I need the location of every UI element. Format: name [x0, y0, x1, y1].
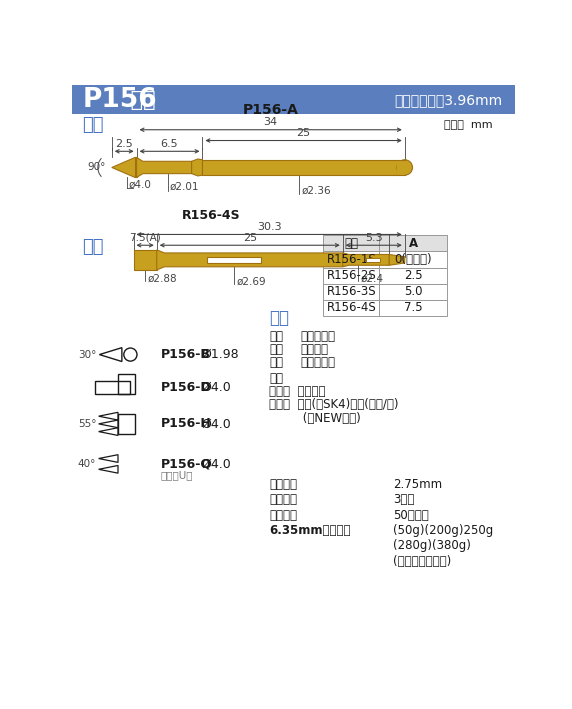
- Text: 90°: 90°: [87, 162, 106, 172]
- Bar: [202, 160, 397, 175]
- Text: 40°: 40°: [78, 459, 96, 469]
- Text: P156-Q: P156-Q: [161, 457, 212, 470]
- Text: P156-B: P156-B: [161, 348, 210, 361]
- Text: 6.35mm行程弹力: 6.35mm行程弹力: [269, 524, 351, 537]
- Text: 探针: 探针: [82, 116, 104, 134]
- Bar: [379, 252, 447, 267]
- Text: 黄锱管镀金: 黄锱管镀金: [300, 356, 335, 369]
- Text: 3安培: 3安培: [393, 493, 415, 506]
- Polygon shape: [390, 255, 405, 265]
- Text: 钒孔尺寸: 钒孔尺寸: [269, 478, 297, 491]
- Text: 材料: 材料: [269, 308, 289, 327]
- Text: (括号内为定制品): (括号内为定制品): [393, 554, 451, 568]
- Text: ø4.0: ø4.0: [129, 180, 152, 190]
- Text: 型号: 型号: [344, 237, 358, 250]
- Text: 额定电流: 额定电流: [269, 493, 297, 506]
- Text: 最小测试间距3.96mm: 最小测试间距3.96mm: [394, 93, 502, 107]
- Text: 进口料  钔锱(或SK4)镀镌(或金/钓): 进口料 钔锱(或SK4)镀镌(或金/钓): [269, 398, 399, 411]
- Text: R156-4S: R156-4S: [182, 209, 240, 222]
- Text: (50g)(200g)250g: (50g)(200g)250g: [393, 524, 494, 537]
- Bar: [323, 252, 379, 267]
- Text: 单位：  mm: 单位： mm: [444, 120, 492, 130]
- Text: R156-3S: R156-3S: [327, 285, 376, 298]
- Bar: [135, 157, 137, 177]
- Text: Ø1.98: Ø1.98: [201, 348, 239, 361]
- Text: 7.5(A): 7.5(A): [129, 233, 161, 243]
- Text: 30°: 30°: [78, 350, 96, 359]
- Text: 0(喇叭口): 0(喇叭口): [395, 253, 432, 266]
- Bar: [397, 160, 405, 175]
- Text: Ø4.0: Ø4.0: [201, 418, 231, 430]
- Bar: [323, 267, 379, 284]
- Bar: [366, 257, 380, 262]
- Text: 不锈镂线: 不锈镂线: [300, 343, 328, 356]
- Ellipse shape: [397, 160, 412, 175]
- Text: 5.3: 5.3: [365, 233, 383, 243]
- Text: ø2.88: ø2.88: [148, 274, 177, 284]
- Bar: [118, 414, 135, 434]
- Text: 2.75mm: 2.75mm: [393, 478, 442, 491]
- Text: 55°: 55°: [78, 419, 96, 429]
- Bar: [379, 235, 447, 252]
- Text: R156-4S: R156-4S: [327, 301, 376, 315]
- Text: 7.5: 7.5: [404, 301, 423, 315]
- Polygon shape: [157, 250, 343, 270]
- Text: 针套: 针套: [82, 238, 104, 256]
- Text: 2.5: 2.5: [404, 269, 423, 282]
- Text: 针管: 针管: [269, 330, 283, 343]
- Bar: [72, 85, 515, 114]
- Text: R156-2S: R156-2S: [327, 269, 376, 282]
- Text: ø2.69: ø2.69: [237, 277, 266, 287]
- Text: 弹簧: 弹簧: [269, 343, 283, 356]
- Text: P156-H: P156-H: [161, 418, 212, 430]
- Text: (用NEW标识): (用NEW标识): [269, 411, 361, 425]
- Text: 磷锱管镀金: 磷锱管镀金: [300, 330, 335, 343]
- Text: Ø4.0: Ø4.0: [201, 457, 231, 470]
- Text: 针杆: 针杆: [269, 372, 283, 385]
- Text: 25: 25: [296, 128, 311, 138]
- Text: 30.3: 30.3: [257, 222, 281, 232]
- Text: ø2.4: ø2.4: [360, 274, 384, 284]
- Text: 实际为U头: 实际为U头: [161, 469, 193, 480]
- Text: ø2.36: ø2.36: [301, 185, 331, 195]
- Text: 2.5: 2.5: [116, 139, 133, 149]
- Bar: [207, 257, 261, 263]
- Bar: [95, 381, 130, 394]
- Polygon shape: [192, 159, 202, 176]
- Bar: [118, 374, 135, 394]
- Text: 5.0: 5.0: [404, 285, 423, 298]
- Text: 系列: 系列: [124, 90, 156, 110]
- Bar: [323, 235, 379, 252]
- Text: 6.5: 6.5: [161, 139, 178, 149]
- Text: A: A: [409, 237, 418, 250]
- Text: 25: 25: [243, 233, 257, 243]
- Bar: [323, 284, 379, 300]
- Text: P156-A: P156-A: [243, 104, 299, 118]
- Text: P156-D: P156-D: [161, 381, 211, 394]
- Bar: [133, 250, 157, 270]
- Text: 34: 34: [264, 118, 278, 128]
- Bar: [379, 284, 447, 300]
- Text: 接触电阻: 接触电阻: [269, 508, 297, 522]
- Bar: [323, 300, 379, 316]
- Text: 50毫欧姆: 50毫欧姆: [393, 508, 429, 522]
- Text: P156: P156: [82, 86, 157, 113]
- Text: Ø4.0: Ø4.0: [201, 381, 231, 394]
- Bar: [379, 267, 447, 284]
- Text: 国产料  黄锱镀镌: 国产料 黄锱镀镌: [269, 386, 325, 398]
- Polygon shape: [112, 157, 137, 177]
- Text: (280g)(380g): (280g)(380g): [393, 540, 471, 552]
- Polygon shape: [137, 157, 192, 177]
- Polygon shape: [343, 253, 390, 267]
- Text: ø2.01: ø2.01: [170, 182, 200, 192]
- Bar: [379, 300, 447, 316]
- Text: 套管: 套管: [269, 356, 283, 369]
- Text: R156-1S: R156-1S: [327, 253, 376, 266]
